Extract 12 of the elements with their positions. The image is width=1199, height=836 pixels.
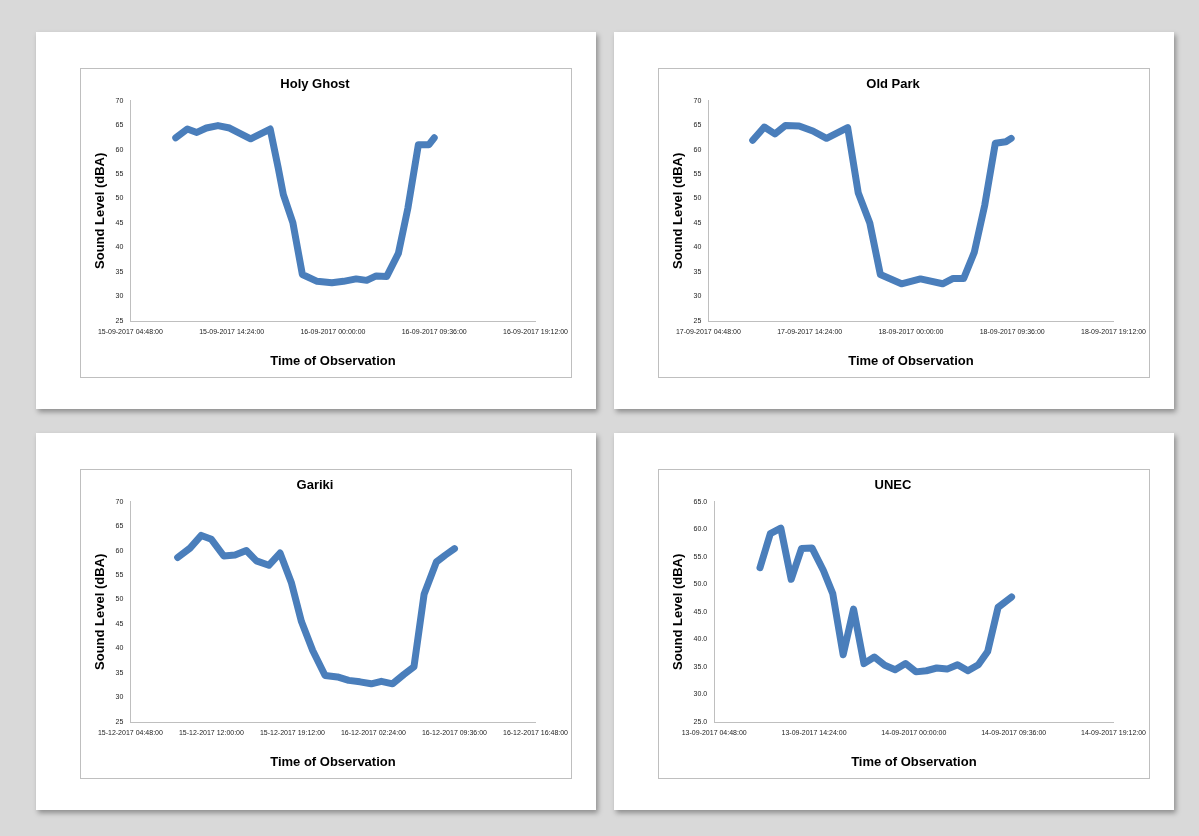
chart-title: Old Park — [866, 76, 921, 92]
x-axis-title: Time of Observation — [270, 753, 396, 769]
chart-title: UNEC — [874, 477, 913, 493]
y-axis-title: Sound Level (dBA) — [670, 553, 686, 670]
x-axis-title: Time of Observation — [851, 753, 977, 769]
y-axis-title: Sound Level (dBA) — [92, 553, 108, 670]
y-axis-title: Sound Level (dBA) — [92, 152, 108, 269]
x-axis-title: Time of Observation — [848, 352, 974, 368]
y-axis-title: Sound Level (dBA) — [670, 152, 686, 269]
chart-title: Gariki — [296, 477, 334, 493]
chart-title: Holy Ghost — [280, 76, 351, 92]
x-axis-title: Time of Observation — [270, 352, 396, 368]
